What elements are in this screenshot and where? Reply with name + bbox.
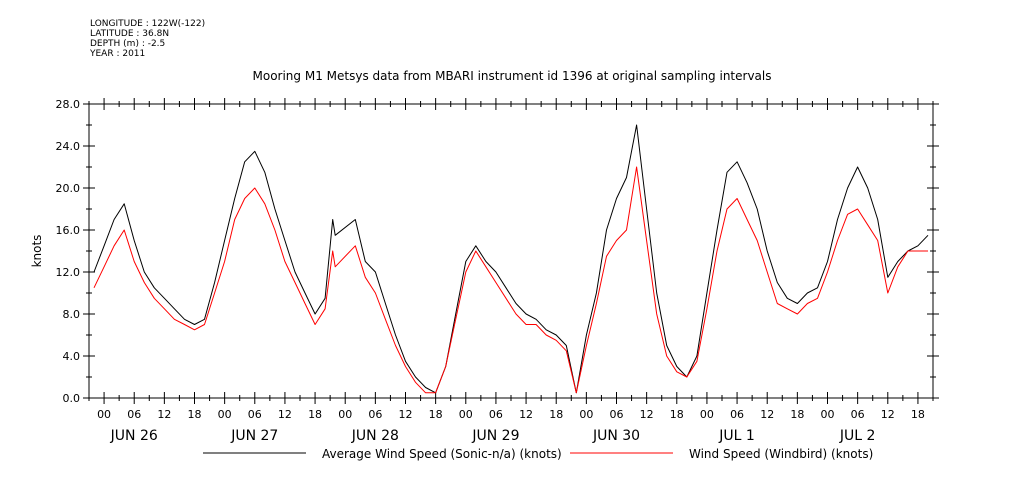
x-tick-label: 12 bbox=[157, 408, 171, 421]
x-tick-label: 06 bbox=[489, 408, 503, 421]
x-day-label: JUL 1 bbox=[718, 428, 755, 444]
y-tick-label: 28.0 bbox=[56, 98, 81, 111]
x-tick-label: 12 bbox=[519, 408, 533, 421]
x-day-label: JUN 26 bbox=[110, 428, 158, 444]
y-axis-label: knots bbox=[30, 235, 44, 268]
x-tick-label: 06 bbox=[730, 408, 744, 421]
x-day-label: JUN 28 bbox=[351, 428, 399, 444]
x-tick-label: 00 bbox=[218, 408, 232, 421]
x-tick-label: 18 bbox=[429, 408, 443, 421]
latitude-label: LATITUDE : 36.8N bbox=[90, 29, 170, 39]
x-tick-label: 12 bbox=[881, 408, 895, 421]
x-day-label: JUL 2 bbox=[839, 428, 876, 444]
station-metadata: LONGITUDE : 122W(-122) LATITUDE : 36.8N … bbox=[90, 19, 205, 59]
x-tick-label: 18 bbox=[549, 408, 563, 421]
x-tick-label: 00 bbox=[459, 408, 473, 421]
longitude-label: LONGITUDE : 122W(-122) bbox=[90, 19, 206, 29]
legend: Average Wind Speed (Sonic-n/a) (knots) W… bbox=[203, 447, 873, 461]
series-line-windbird bbox=[93, 166, 928, 394]
x-day-label: JUN 29 bbox=[471, 428, 519, 444]
y-tick-label: 0.0 bbox=[63, 392, 81, 405]
y-tick-label: 20.0 bbox=[56, 182, 81, 195]
y-tick-label: 12.0 bbox=[56, 266, 81, 279]
depth-label: DEPTH (m) : -2.5 bbox=[90, 39, 166, 49]
x-tick-label: 00 bbox=[338, 408, 352, 421]
y-tick-label: 4.0 bbox=[63, 350, 81, 363]
x-tick-label: 00 bbox=[97, 408, 111, 421]
x-tick-label: 12 bbox=[640, 408, 654, 421]
x-tick-label: 06 bbox=[368, 408, 382, 421]
y-tick-label: 8.0 bbox=[63, 308, 81, 321]
y-tick-label: 16.0 bbox=[56, 224, 81, 237]
x-tick-label: 00 bbox=[579, 408, 593, 421]
x-tick-label: 18 bbox=[188, 408, 202, 421]
x-tick-label: 06 bbox=[851, 408, 865, 421]
x-tick-label: 12 bbox=[399, 408, 413, 421]
x-tick-label: 12 bbox=[278, 408, 292, 421]
x-tick-label: 18 bbox=[790, 408, 804, 421]
chart-title: Mooring M1 Metsys data from MBARI instru… bbox=[253, 69, 772, 83]
x-day-label: JUN 27 bbox=[230, 428, 278, 444]
x-tick-label: 18 bbox=[670, 408, 684, 421]
x-axis: 00 06 12 18 00 06 12 18 00 06 12 18 00 06 12 18 00 06 12 18… bbox=[88, 98, 934, 444]
x-tick-label: 12 bbox=[760, 408, 774, 421]
y-axis: 0.0 4.0 8.0 12.0 16.0 20.0 24.0 28.0 bbox=[56, 98, 939, 405]
y-tick-label: 24.0 bbox=[56, 140, 81, 153]
x-tick-label: 18 bbox=[911, 408, 925, 421]
x-tick-label: 00 bbox=[700, 408, 714, 421]
x-tick-label: 00 bbox=[821, 408, 835, 421]
x-tick-label: 18 bbox=[308, 408, 322, 421]
x-tick-label: 06 bbox=[248, 408, 262, 421]
x-day-label: JUN 30 bbox=[592, 428, 640, 444]
legend-label-windbird: Wind Speed (Windbird) (knots) bbox=[689, 447, 873, 461]
x-tick-label: 06 bbox=[610, 408, 624, 421]
legend-label-average-wind: Average Wind Speed (Sonic-n/a) (knots) bbox=[322, 447, 562, 461]
x-tick-label: 06 bbox=[127, 408, 141, 421]
series-line-average-wind bbox=[93, 124, 929, 394]
year-label: YEAR : 2011 bbox=[90, 49, 146, 59]
plot-frame bbox=[88, 103, 934, 399]
series-group bbox=[93, 124, 929, 394]
